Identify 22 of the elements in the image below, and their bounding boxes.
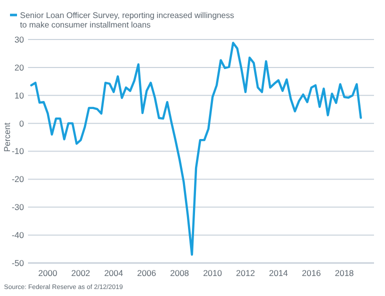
y-tick-label: 20 [14,62,24,72]
x-tick-label: 2012 [236,268,256,278]
y-tick-label: -40 [12,230,24,240]
y-axis-title: Percent [2,122,12,152]
y-tick-label: -10 [12,146,24,156]
y-tick-label: -20 [12,174,24,184]
x-tick-label: 2016 [302,268,322,278]
y-tick-label: 0 [19,118,24,128]
x-tick-label: 2004 [104,268,124,278]
y-tick-label: 30 [14,34,24,44]
line-series [30,42,362,256]
legend-label: Senior Loan Officer Survey, reporting increased willingness to make consumer installment loans [20,10,234,30]
x-tick-label: 2000 [38,268,58,278]
x-tick-label: 2010 [203,268,222,278]
x-tick-label: 2014 [268,268,288,278]
x-tick-label: 2002 [71,268,90,278]
x-tick-label: 2018 [334,268,354,278]
y-tick-label: 10 [14,90,24,100]
y-tick-label: -30 [12,202,24,212]
y-tick-label: -50 [12,258,24,268]
x-tick-label: 2008 [170,268,190,278]
x-tick-label: 2006 [137,268,156,278]
